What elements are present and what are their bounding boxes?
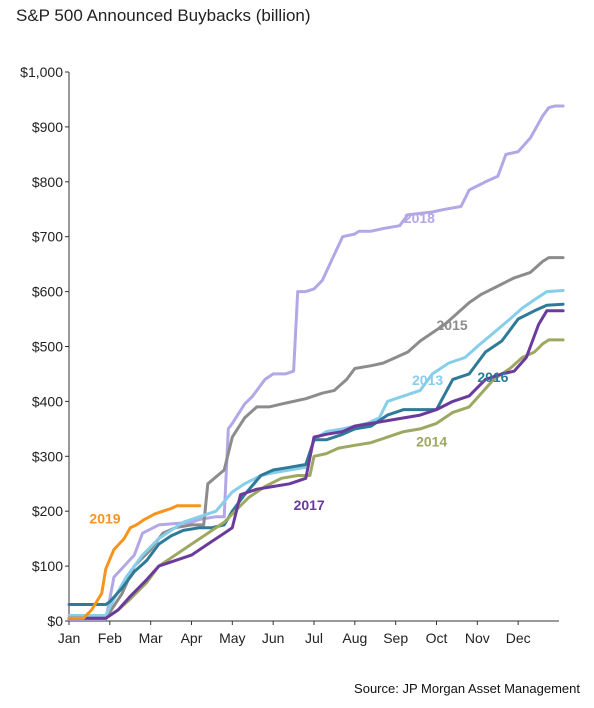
chart-title: S&P 500 Announced Buybacks (billion) — [16, 6, 311, 25]
y-tick-label: $400 — [32, 393, 63, 409]
series-line-2017 — [67, 309, 565, 620]
series-label-2014: 2014 — [416, 433, 447, 449]
y-tick-label: $500 — [32, 339, 63, 355]
series-line-2018 — [67, 104, 565, 621]
y-tick-label: $0 — [47, 613, 63, 629]
chart-axes: $0 $100 $200 $300 $400 $500 $600 $700 $800 $900 $1… — [20, 64, 559, 646]
series-line-2013 — [67, 289, 565, 617]
series-line-2016 — [67, 302, 565, 606]
y-tick-label: $100 — [32, 558, 63, 574]
x-tick-label: Sep — [383, 630, 408, 646]
x-tick-label: Apr — [181, 630, 203, 646]
x-tick-label: Oct — [426, 630, 448, 646]
y-tick-label: $200 — [32, 503, 63, 519]
series-line-2015 — [67, 256, 565, 620]
y-tick-label: $600 — [32, 284, 63, 300]
y-tick-label: $700 — [32, 229, 63, 245]
series-label-2016: 2016 — [477, 369, 508, 385]
x-tick-label: Dec — [506, 630, 531, 646]
y-tick-label: $900 — [32, 119, 63, 135]
x-tick-label: May — [219, 630, 245, 646]
x-tick-label: Jul — [305, 630, 323, 646]
chart-source: Source: JP Morgan Asset Management — [354, 681, 580, 696]
y-tick-label: $800 — [32, 174, 63, 190]
series-label-2019: 2019 — [89, 510, 120, 526]
x-tick-label: Aug — [342, 630, 367, 646]
y-tick-label: $1,000 — [20, 64, 63, 80]
chart-series-labels: 2018 2015 2013 2016 2014 2017 2019 — [89, 210, 508, 526]
series-label-2017: 2017 — [294, 497, 325, 513]
x-tick-label: Feb — [98, 630, 122, 646]
x-tick-label: Nov — [465, 630, 490, 646]
series-line-2019 — [67, 504, 202, 620]
series-label-2015: 2015 — [437, 317, 468, 333]
series-label-2018: 2018 — [404, 210, 435, 226]
x-tick-label: Jan — [58, 630, 81, 646]
y-tick-label: $300 — [32, 448, 63, 464]
chart-series-lines — [67, 104, 565, 621]
x-tick-label: Mar — [139, 630, 163, 646]
series-label-2013: 2013 — [412, 372, 443, 388]
x-tick-label: Jun — [262, 630, 285, 646]
